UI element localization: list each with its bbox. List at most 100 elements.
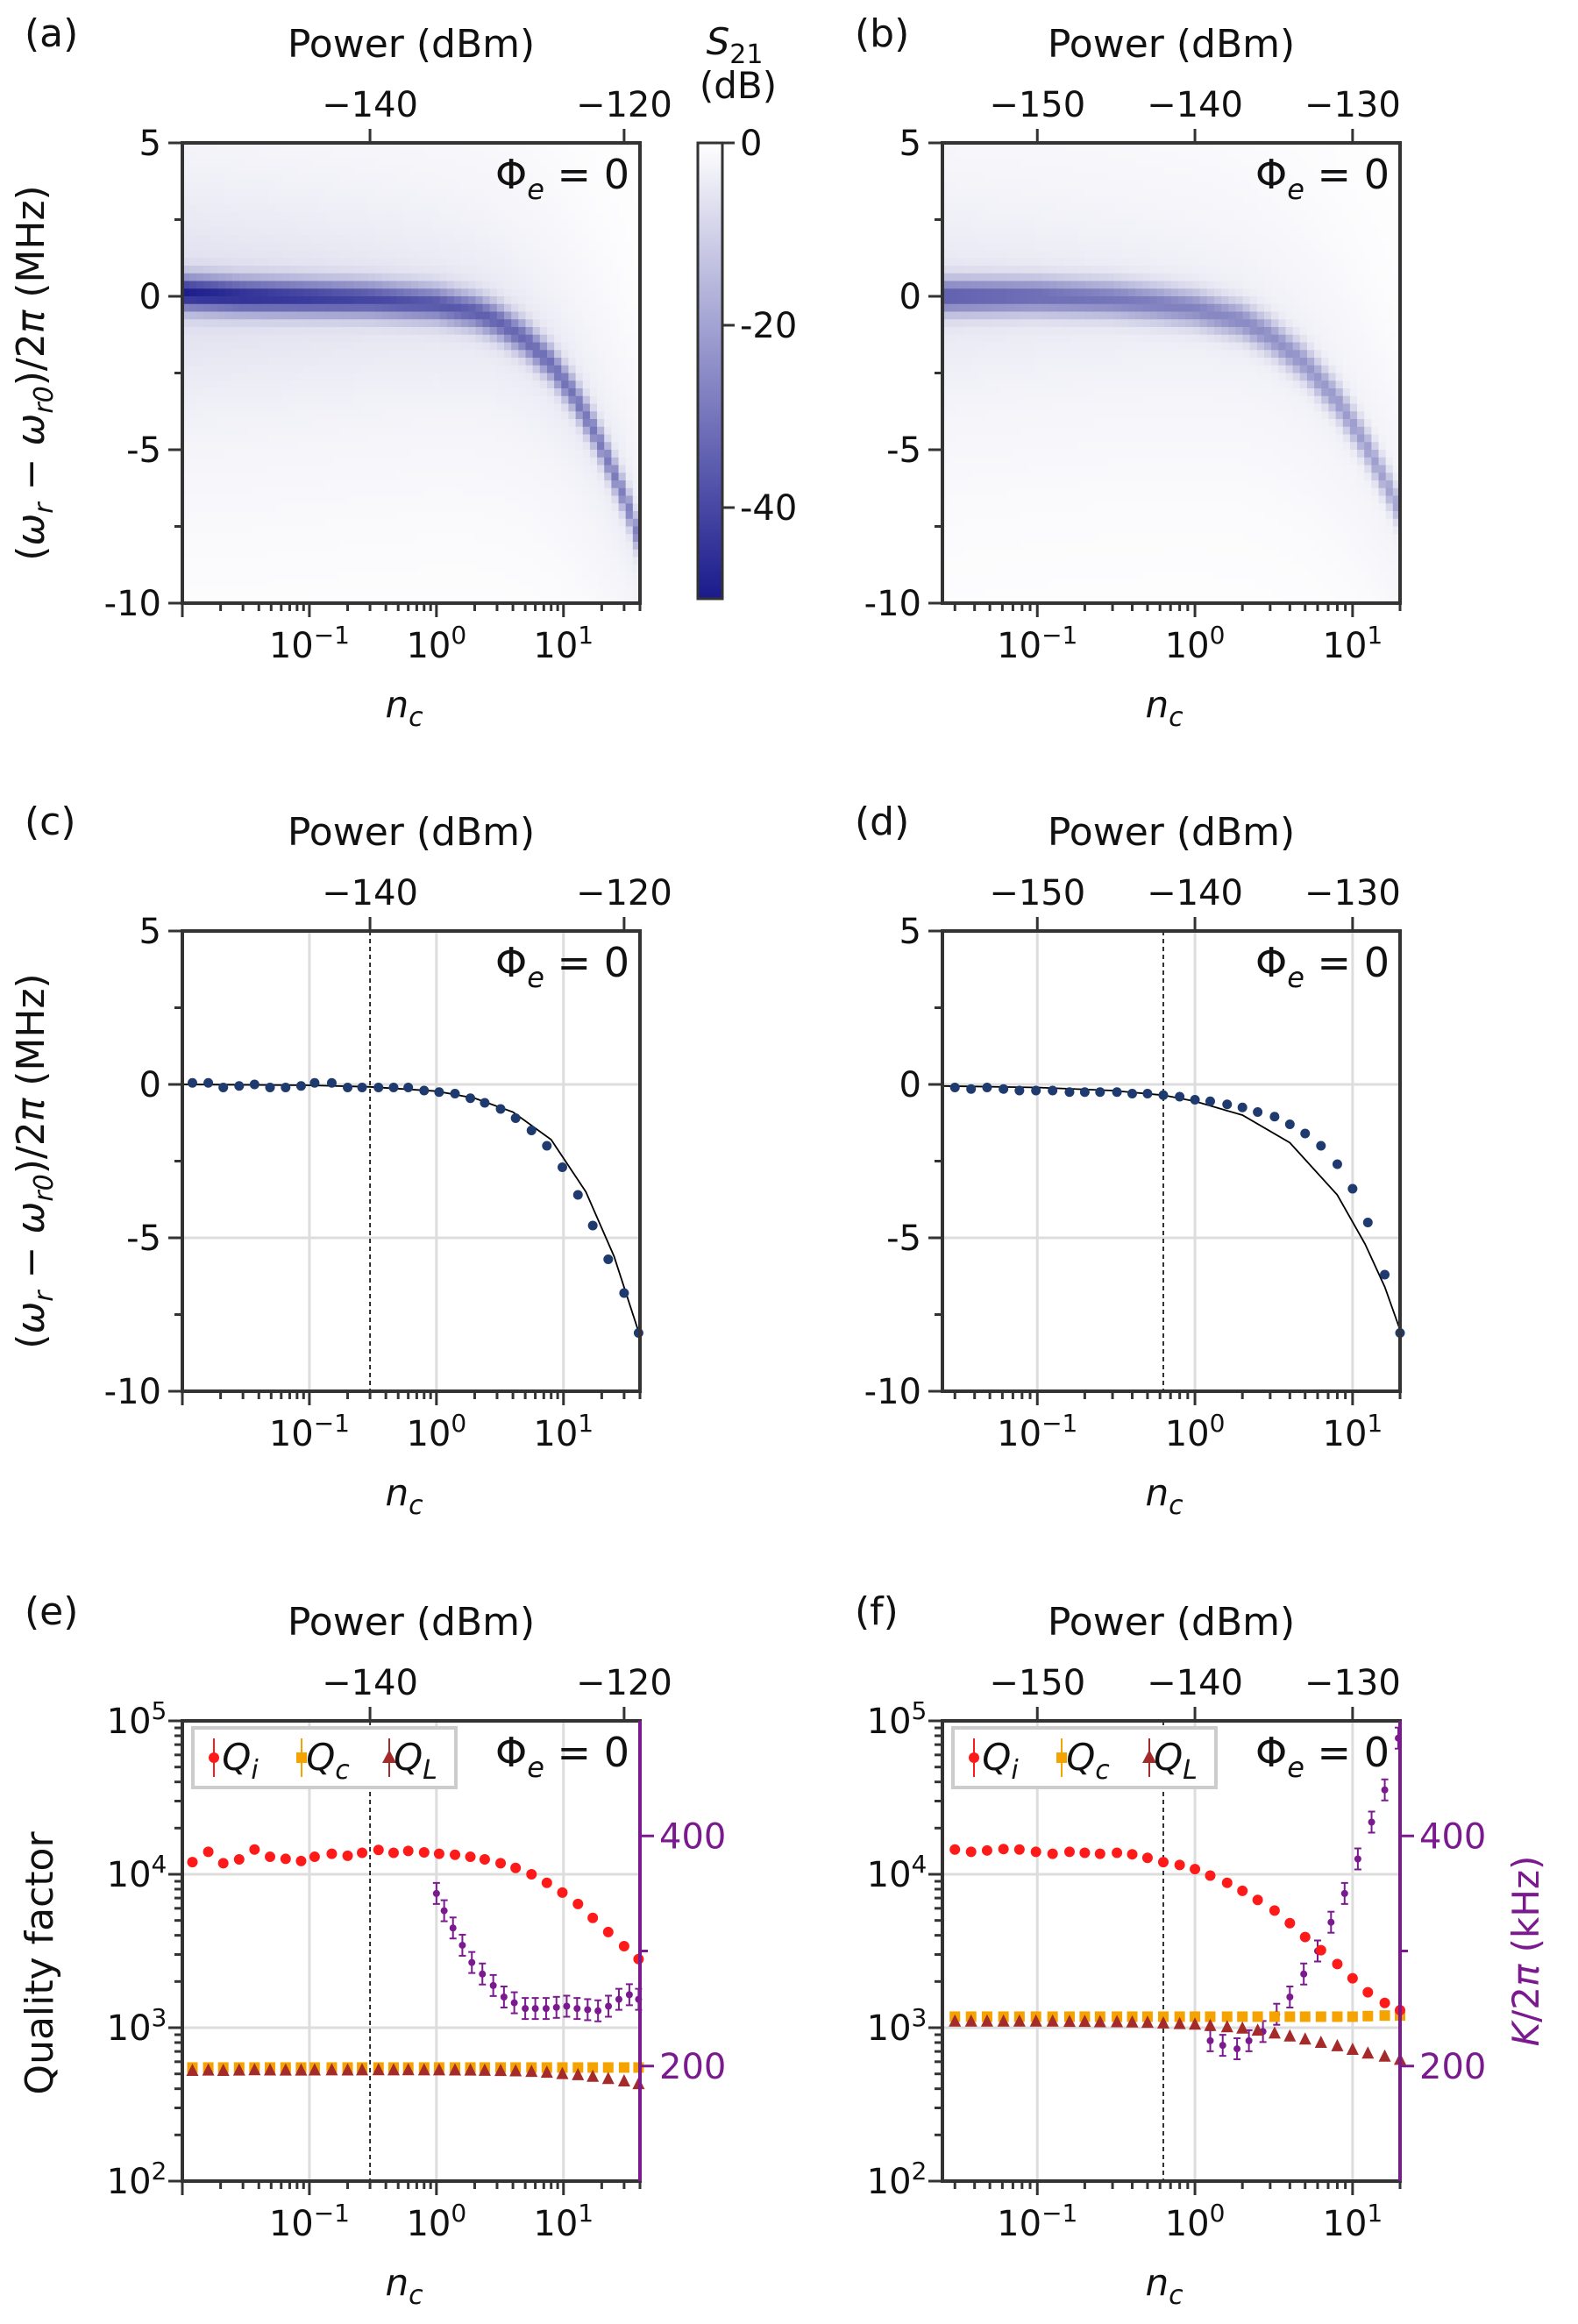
heatmap-cell xyxy=(568,373,577,381)
heatmap-cell xyxy=(1035,403,1043,412)
heatmap-cell xyxy=(239,542,248,551)
heatmap-cell xyxy=(511,258,519,267)
heatmap-cell xyxy=(625,211,634,221)
heatmap-cell xyxy=(1035,457,1043,466)
heatmap-cell xyxy=(339,572,348,581)
heatmap-cell xyxy=(618,227,627,236)
heatmap-cell xyxy=(1042,273,1050,282)
heatmap-cell xyxy=(575,211,584,221)
heatmap-cell xyxy=(253,511,262,520)
heatmap-cell xyxy=(382,350,391,359)
heatmap-cell xyxy=(568,150,577,160)
heatmap-cell xyxy=(317,150,326,160)
heatmap-cell xyxy=(1049,204,1058,213)
heatmap-cell xyxy=(611,365,620,374)
heatmap-cell xyxy=(604,242,612,252)
heatmap-cell xyxy=(575,196,584,205)
heatmap-cell xyxy=(618,281,627,289)
heatmap-cell xyxy=(182,181,190,190)
heatmap-cell xyxy=(224,174,233,182)
heatmap-cell xyxy=(575,288,584,297)
heatmap-cell xyxy=(317,388,326,397)
heatmap-cell xyxy=(396,457,405,466)
heatmap-cell xyxy=(568,235,577,244)
heatmap-cell xyxy=(224,311,233,320)
heatmap-cell xyxy=(389,303,398,313)
heatmap-cell xyxy=(317,511,326,520)
heatmap-cell xyxy=(992,526,1000,535)
heatmap-cell xyxy=(554,158,562,167)
heatmap-cell xyxy=(482,503,491,512)
heatmap-cell xyxy=(1070,273,1079,282)
heatmap-cell xyxy=(382,473,391,481)
heatmap-cell xyxy=(554,188,562,197)
heatmap-cell xyxy=(575,380,584,389)
heatmap-cell xyxy=(196,158,205,167)
heatmap-cell xyxy=(446,227,455,236)
heatmap-cell xyxy=(403,150,412,160)
heatmap-cell xyxy=(346,150,355,160)
heatmap-cell xyxy=(303,572,312,581)
heatmap-cell xyxy=(461,549,469,558)
heatmap-cell xyxy=(482,473,491,481)
heatmap-cell xyxy=(453,380,462,389)
heatmap-cell xyxy=(1020,235,1029,244)
heatmap-cell xyxy=(999,503,1008,512)
heatmap-cell xyxy=(217,557,226,565)
heatmap-cell xyxy=(1056,395,1065,405)
heatmap-cell xyxy=(446,303,455,313)
heatmap-cell xyxy=(310,342,319,351)
heatmap-cell xyxy=(568,166,577,174)
heatmap-cell xyxy=(1042,358,1050,366)
heatmap-cell xyxy=(611,273,620,282)
heatmap-cell xyxy=(289,158,298,167)
heatmap-cell xyxy=(589,319,598,328)
heatmap-cell xyxy=(561,303,570,313)
heatmap-cell xyxy=(282,434,290,443)
heatmap-cell xyxy=(532,204,541,213)
heatmap-cell xyxy=(275,442,283,451)
heatmap-cell xyxy=(446,181,455,190)
heatmap-cell xyxy=(1049,158,1058,167)
heatmap-cell xyxy=(963,235,972,244)
heatmap-cell xyxy=(260,557,269,565)
heatmap-cell xyxy=(604,572,612,581)
heatmap-cell xyxy=(992,258,1000,267)
heatmap-cell xyxy=(439,204,448,213)
heatmap-cell xyxy=(296,480,305,489)
heatmap-cell xyxy=(949,549,957,558)
heatmap-cell xyxy=(425,334,434,344)
heatmap-cell xyxy=(232,204,240,213)
heatmap-cell xyxy=(339,434,348,443)
heatmap-cell xyxy=(604,403,612,412)
heatmap-cell xyxy=(518,158,527,167)
heatmap-cell xyxy=(425,487,434,497)
heatmap-cell xyxy=(282,296,290,305)
heatmap-cell xyxy=(260,373,269,381)
heatmap-cell xyxy=(1027,281,1036,289)
heatmap-cell xyxy=(956,411,965,420)
heatmap-cell xyxy=(196,281,205,289)
heatmap-cell xyxy=(1020,572,1029,581)
heatmap-cell xyxy=(496,158,505,167)
heatmap-cell xyxy=(956,174,965,182)
heatmap-cell xyxy=(296,342,305,351)
heatmap-cell xyxy=(1035,166,1043,174)
heatmap-cell xyxy=(232,542,240,551)
heatmap-cell xyxy=(525,258,534,267)
heatmap-cell xyxy=(999,188,1008,197)
heatmap-cell xyxy=(332,166,341,174)
heatmap-cell xyxy=(597,565,605,573)
heatmap-cell xyxy=(1013,442,1022,451)
heatmap-cell xyxy=(597,457,605,466)
heatmap-cell xyxy=(232,534,240,543)
heatmap-cell xyxy=(182,565,190,573)
heatmap-cell xyxy=(949,534,957,543)
heatmap-cell xyxy=(970,303,979,313)
heatmap-cell xyxy=(568,565,577,573)
heatmap-cell xyxy=(260,457,269,466)
heatmap-cell xyxy=(1027,365,1036,374)
heatmap-cell xyxy=(1013,426,1022,436)
heatmap-cell xyxy=(618,503,627,512)
heatmap-cell xyxy=(317,219,326,228)
